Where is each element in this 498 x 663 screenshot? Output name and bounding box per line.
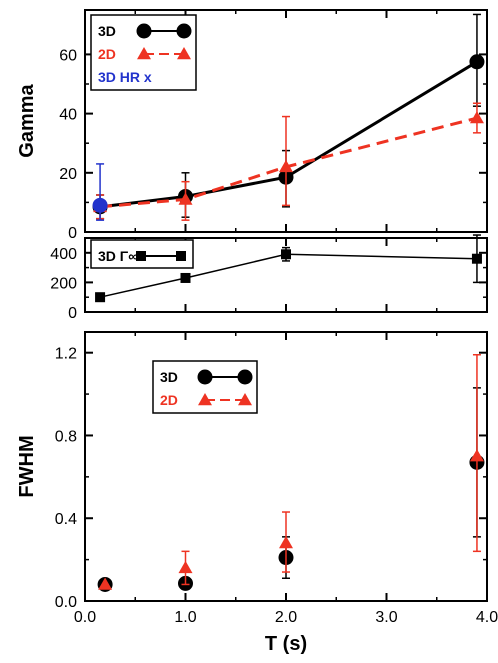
- panel-1-ytick-label: 20: [59, 166, 77, 183]
- panel-2-series-1-point: [180, 272, 191, 283]
- panel-1-legend-label: 2D: [98, 46, 116, 62]
- panel-2-ytick-label: 400: [50, 246, 77, 263]
- panel-2-series-1-line: [99, 253, 477, 298]
- panel-3-legend-marker: [198, 393, 212, 406]
- panel-3-ytick-label: 0.8: [55, 428, 77, 445]
- panel-1-legend-marker: [176, 23, 192, 39]
- panel-3-xtick-label: 2.0: [275, 609, 297, 626]
- panel-2-legend-label: 3D Γ∞: [98, 248, 138, 264]
- panel-3-ytick-label: 0.4: [55, 511, 77, 528]
- panel-3-xtick-label: 1.0: [174, 609, 196, 626]
- panel-3-xtick-label: 3.0: [375, 609, 397, 626]
- panel-2-series-1-point: [95, 292, 106, 303]
- panel-1-series-3-point: [92, 197, 108, 213]
- panel-1-series-2-point: [178, 192, 193, 205]
- panel-1-legend-marker: [136, 23, 152, 39]
- panel-3-ylabel: FWHM: [16, 435, 38, 497]
- panel-1-series-2-line: [99, 116, 478, 209]
- panel-2-series-1-point: [281, 249, 291, 260]
- panel-1-legend-label: 3D: [98, 23, 116, 39]
- panel-1-ytick-label: 0: [68, 225, 77, 242]
- panel-1-ylabel: Gamma: [16, 83, 38, 157]
- panel-3-series-2-point: [279, 536, 293, 549]
- panel-1-series-2-point: [279, 159, 293, 173]
- panel-3-legend-marker: [237, 369, 253, 385]
- panel-3-series-2-point: [469, 449, 484, 462]
- panel-3-legend-marker: [238, 393, 252, 406]
- panel-1-legend-marker: [177, 47, 191, 60]
- panel-1-series-2-point: [469, 111, 484, 124]
- panel-3-legend-marker: [197, 369, 213, 385]
- panel-2-ytick-label: 0: [68, 305, 77, 322]
- panel-2-series-1-point: [471, 253, 482, 264]
- panel-3-legend-label: 3D: [160, 369, 178, 385]
- panel-1-series-1-point: [469, 54, 485, 70]
- panel-3-series-2-point: [98, 577, 113, 590]
- panel-3-xlabel: T (s): [265, 633, 307, 655]
- panel-2-legend-marker: [136, 251, 146, 261]
- panel-1-legend-label: 3D HR x: [98, 69, 152, 85]
- panel-3-xtick-label: 0.0: [74, 609, 96, 626]
- panel-1-ytick-label: 60: [59, 47, 77, 64]
- panel-3-xtick-label: 4.0: [476, 609, 498, 626]
- panel-2-ytick-label: 200: [50, 275, 77, 292]
- panel-2-legend-marker: [176, 251, 186, 261]
- panel-3-legend-label: 2D: [160, 392, 178, 408]
- panel-3-ytick-label: 1.2: [55, 346, 77, 363]
- panel-1-legend-marker: [137, 47, 151, 60]
- panel-3-ytick-label: 0.0: [55, 594, 77, 611]
- panel-3-series-2-point: [178, 560, 193, 574]
- panel-1-ytick-label: 40: [59, 107, 77, 124]
